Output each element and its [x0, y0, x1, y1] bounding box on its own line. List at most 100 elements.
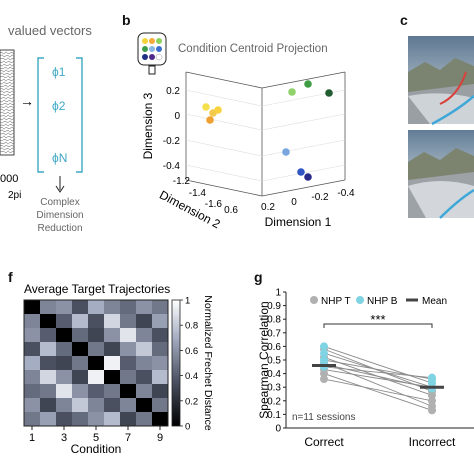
- heatmap-cell: [104, 370, 120, 384]
- heatmap-cell: [136, 398, 152, 412]
- panel-a-matrix: [0, 49, 15, 156]
- noise-trace: [0, 135, 15, 139]
- heatmap-x-tick-label: 7: [125, 432, 131, 444]
- noise-trace: [0, 96, 15, 100]
- colorbar-tick-label: 0.4: [185, 371, 198, 382]
- legend-color-dot: [149, 46, 155, 52]
- noise-trace: [0, 138, 15, 142]
- heatmap-cell: [152, 300, 168, 314]
- noise-trace: [0, 75, 15, 79]
- heatmap-cell: [24, 384, 40, 398]
- session-line: [323, 369, 433, 388]
- noise-trace: [0, 114, 15, 118]
- session-point: [320, 349, 328, 358]
- dim1-tick-label: -0.4: [337, 188, 355, 199]
- panel-a-caption-1: Complex: [40, 197, 79, 208]
- heatmap-cell: [104, 356, 120, 370]
- panel-a-vector-item-1: ϕ1: [52, 65, 66, 79]
- heatmap-cell: [88, 342, 104, 356]
- panel-b-title: Condition Centroid Projection: [178, 43, 328, 55]
- heatmap-cell: [152, 356, 168, 370]
- heatmap-cell: [152, 314, 168, 328]
- noise-trace: [0, 126, 15, 130]
- g-y-tick-label: 0.4: [267, 369, 281, 380]
- legend-color-dot: [149, 38, 155, 44]
- session-point: [428, 406, 436, 415]
- heatmap-cell: [40, 398, 56, 412]
- heatmap-cell: [104, 398, 120, 412]
- heatmap-cell: [72, 314, 88, 328]
- heatmap-cell: [24, 300, 40, 314]
- heatmap-cell: [136, 384, 152, 398]
- panel-c-scene-bottom: [408, 130, 474, 219]
- panel-a-left-label-2: 2pi: [8, 190, 21, 201]
- session-point: [320, 365, 328, 374]
- heatmap-cell: [40, 328, 56, 342]
- heatmap-cell: [136, 314, 152, 328]
- noise-trace: [0, 120, 15, 124]
- heatmap-x-tick-label: 5: [93, 432, 99, 444]
- dim2-tick-label: -1.4: [189, 188, 207, 199]
- session-point: [428, 396, 436, 405]
- heatmap-cell: [88, 370, 104, 384]
- dim3-tick-label: 0.2: [166, 86, 180, 97]
- dim2-tick-label: 0.6: [224, 205, 238, 216]
- noise-trace: [0, 99, 15, 103]
- heatmap-cell: [88, 412, 104, 426]
- category-label-incorrect: Incorrect: [409, 435, 456, 449]
- centroid-point: [202, 103, 210, 111]
- heatmap-cell: [56, 328, 72, 342]
- centroid-point: [209, 109, 217, 117]
- heatmap-cell: [88, 314, 104, 328]
- panel-g-ylabel: Spearman Correlation: [257, 301, 271, 418]
- heatmap-cell: [40, 300, 56, 314]
- g-y-tick-label: 0.7: [267, 328, 281, 339]
- heatmap-cell: [104, 412, 120, 426]
- session-point: [428, 391, 436, 400]
- noise-trace: [0, 117, 15, 121]
- heatmap-cell: [120, 370, 136, 384]
- heatmap-cell: [104, 342, 120, 356]
- panel-b-dim2-label: Dimension 2: [157, 188, 223, 232]
- panel-b-dim1-label: Dimension 1: [265, 215, 332, 229]
- noise-trace: [0, 147, 15, 151]
- panel-f-letter: f: [8, 269, 13, 285]
- noise-trace: [0, 78, 15, 82]
- noise-trace: [0, 144, 15, 148]
- centroid-point: [304, 80, 312, 88]
- heatmap-cell: [120, 314, 136, 328]
- panel-b-gridlines: [185, 89, 346, 182]
- noise-trace: [0, 141, 15, 145]
- significance-label: ***: [370, 312, 385, 327]
- heatmap-cell: [72, 342, 88, 356]
- legend-color-dot: [149, 54, 155, 60]
- heatmap-cell: [72, 384, 88, 398]
- heatmap-cell: [40, 384, 56, 398]
- heatmap-cell: [120, 356, 136, 370]
- noise-trace: [0, 123, 15, 127]
- heatmap-cell: [56, 356, 72, 370]
- g-y-tick-label: 0.9: [267, 301, 281, 312]
- legend-nhp-t-label: NHP T: [321, 296, 351, 307]
- noise-trace: [0, 102, 15, 106]
- noise-trace: [0, 150, 15, 154]
- session-point: [428, 383, 436, 392]
- panel-c-scene-top: [408, 36, 474, 126]
- g-y-tick-label: 0.2: [267, 396, 281, 407]
- session-point: [320, 375, 328, 384]
- noise-trace: [0, 54, 15, 58]
- heatmap-cell: [72, 412, 88, 426]
- session-point: [320, 358, 328, 367]
- noise-trace: [0, 87, 15, 91]
- session-point: [320, 342, 328, 351]
- session-point: [428, 402, 436, 411]
- category-label-correct: Correct: [304, 435, 344, 449]
- dim2-tick-label: -1.6: [205, 199, 223, 210]
- g-y-tick-label: 1: [275, 288, 281, 299]
- legend-color-dot: [142, 54, 148, 60]
- session-line: [323, 348, 433, 392]
- heatmap-cell: [88, 384, 104, 398]
